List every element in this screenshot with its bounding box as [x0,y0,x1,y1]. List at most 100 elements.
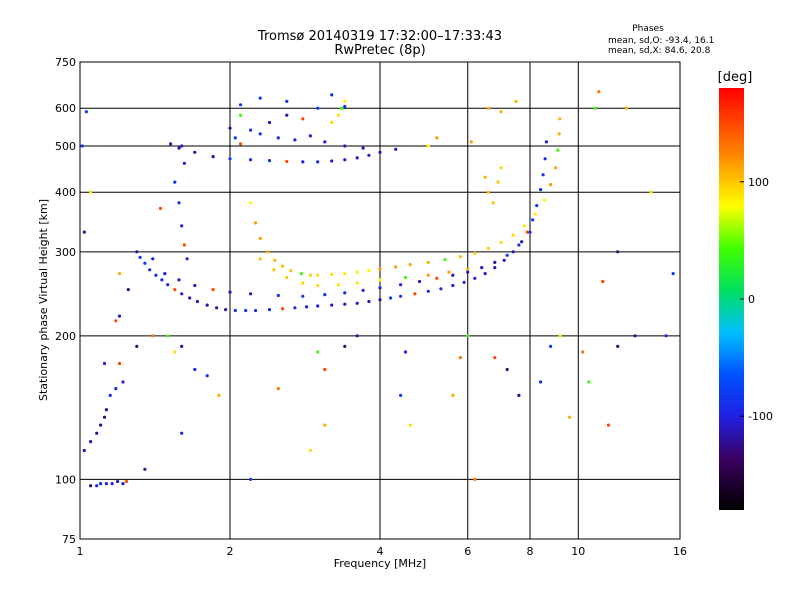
data-point [84,110,88,114]
data-point [253,308,258,313]
data-point [180,292,184,296]
data-point [151,334,155,338]
data-point [505,367,509,372]
data-point [408,263,412,267]
data-point [308,134,312,138]
data-point [99,423,103,427]
x-tick-label: 8 [527,545,534,558]
data-point [533,212,537,216]
data-point [135,344,139,348]
data-point [233,308,237,313]
data-point [451,283,455,288]
data-point [664,334,668,338]
data-point [336,283,340,287]
data-point [543,157,547,161]
data-point [89,190,93,194]
data-point [117,272,122,276]
data-point [114,319,118,323]
data-point [493,266,497,270]
data-point [215,306,219,310]
y-tick-label: 100 [55,473,76,486]
data-point [114,387,118,391]
x-tick-label: 1 [77,545,84,558]
data-point [435,136,439,140]
data-point [491,201,495,205]
data-point [125,479,129,484]
data-point [95,484,99,488]
data-point [581,350,585,354]
x-tick-label: 4 [377,545,384,558]
data-point [525,230,529,234]
data-point [228,290,232,294]
data-point [276,293,280,298]
data-point [117,361,122,366]
data-point [389,296,393,300]
data-point [316,106,320,110]
data-point [116,479,120,484]
legend-stat-x: mean, sd,X: 84.6, 20.8 [608,46,711,56]
data-point [558,117,562,121]
data-point [182,161,186,165]
data-point [249,477,253,481]
data-point [426,273,430,277]
colorbar-label: [deg] [718,70,753,85]
data-point [258,236,262,240]
data-point [193,150,197,154]
data-point [557,132,561,136]
data-point [549,344,553,348]
x-tick-label: 6 [464,545,471,558]
data-point [361,146,365,150]
data-point [378,298,382,302]
data-point [323,423,327,427]
data-point [267,308,272,312]
data-point [217,393,221,397]
data-point [301,160,305,164]
data-point [89,440,93,444]
data-point [473,477,477,481]
data-point [323,140,327,144]
data-point [399,294,403,298]
data-point [239,113,243,117]
data-point [195,299,199,304]
data-point [355,270,359,274]
data-point [511,233,515,237]
data-point [451,393,455,397]
legend-stat-o: mean, sd,O: -93.4, 16.1 [608,36,714,46]
y-tick-label: 300 [55,246,76,259]
data-point [355,156,359,160]
data-point [266,250,270,254]
data-point [135,250,139,254]
colorbar-tick-label: -100 [748,410,773,423]
data-point [544,140,549,144]
data-point [587,380,591,384]
data-point [499,166,503,170]
data-point [267,120,272,125]
data-point [505,253,509,257]
data-point [343,104,347,109]
data-point [343,302,347,306]
data-point [435,276,439,280]
colorbar [719,88,744,510]
data-point [330,120,334,125]
data-point [486,246,490,250]
data-point [258,257,262,261]
data-point [558,334,562,338]
data-point [633,334,637,338]
data-point [593,106,597,110]
data-point [180,144,184,148]
x-tick-label: 2 [227,545,234,558]
data-point [185,257,189,261]
data-point [316,283,320,288]
data-point [193,283,197,288]
data-point [499,240,503,244]
data-point [148,268,152,272]
x-tick-label: 10 [571,545,585,558]
data-point [82,230,86,234]
data-point [258,132,262,136]
data-point [426,260,430,264]
data-point [403,275,408,280]
data-point [239,103,243,107]
data-point [316,304,320,308]
data-point [228,126,232,130]
data-point [531,218,535,222]
